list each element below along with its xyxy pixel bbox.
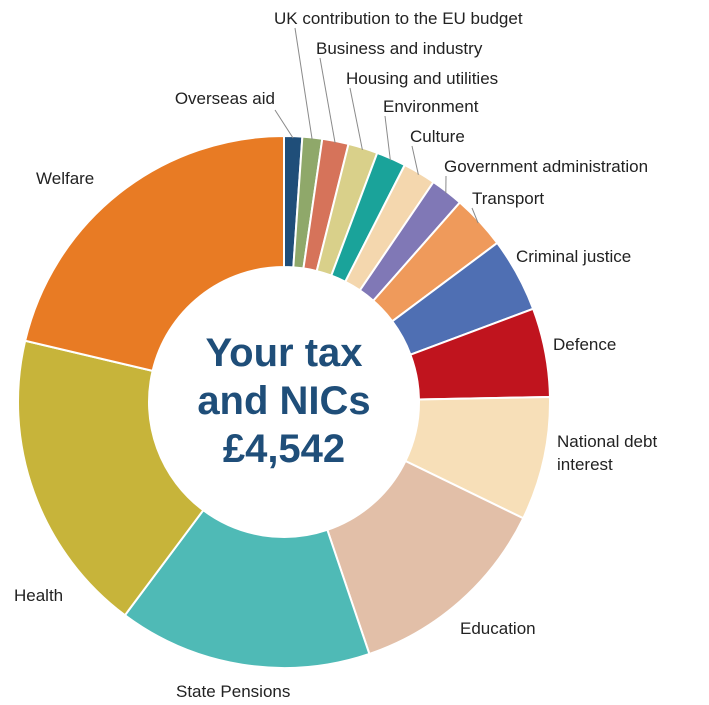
center-title-line-1: Your tax: [205, 331, 362, 375]
label-culture: Culture: [410, 127, 465, 146]
leader-line-culture: [411, 145, 419, 175]
center-amount: £4,542: [223, 427, 345, 471]
donut-hole: [149, 267, 419, 537]
label-criminal-justice: Criminal justice: [516, 247, 631, 266]
label-education: Education: [460, 619, 536, 638]
label-national-debt-interest: National debt interest: [557, 432, 657, 474]
label-government-administration: Government administration: [444, 157, 648, 176]
leader-line-uk-contribution-to-the-eu-budget: [294, 27, 313, 140]
label-housing-and-utilities: Housing and utilities: [346, 69, 498, 88]
slices-layer: [17, 134, 551, 669]
slice-labels-layer: Overseas aid UK contribution to the EU bu…: [14, 9, 657, 701]
leader-line-transport: [471, 207, 479, 224]
leader-line-business-and-industry: [319, 57, 336, 144]
label-state-pensions: State Pensions: [176, 682, 290, 701]
label-transport: Transport: [472, 189, 544, 208]
leader-line-overseas-aid: [274, 109, 294, 139]
leader-line-environment: [384, 115, 391, 161]
leader-lines-layer: [274, 27, 479, 224]
label-business-and-industry: Business and industry: [316, 39, 483, 58]
label-welfare: Welfare: [36, 169, 94, 188]
label-uk-contribution-to-the-eu-budget: UK contribution to the EU budget: [274, 9, 523, 28]
label-overseas-aid: Overseas aid: [175, 89, 275, 108]
leader-line-housing-and-utilities: [349, 87, 363, 151]
label-defence: Defence: [553, 335, 616, 354]
label-health: Health: [14, 586, 63, 605]
label-environment: Environment: [383, 97, 479, 116]
center-title-line-2: and NICs: [197, 379, 370, 423]
